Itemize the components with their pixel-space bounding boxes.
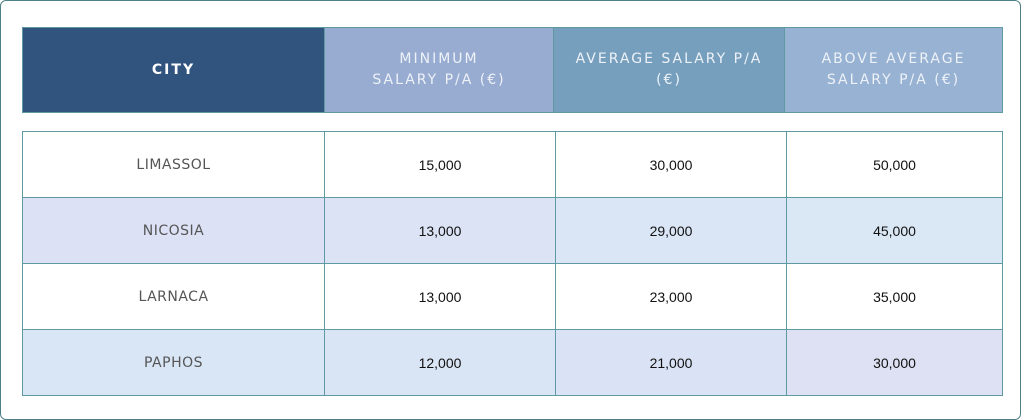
header-average-salary: AVERAGE SALARY P/A (€) — [553, 27, 785, 113]
city-cell: LIMASSOL — [22, 131, 325, 198]
header-above-average-salary: ABOVE AVERAGE SALARY P/A (€) — [784, 27, 1003, 113]
above-average-salary-cell: 45,000 — [786, 197, 1003, 264]
average-salary-cell: 29,000 — [555, 197, 787, 264]
table-row: NICOSIA 13,000 29,000 45,000 — [22, 197, 1003, 264]
minimum-salary-cell: 15,000 — [324, 131, 556, 198]
average-salary-cell: 21,000 — [555, 329, 787, 396]
above-average-salary-cell: 50,000 — [786, 131, 1003, 198]
minimum-salary-cell: 13,000 — [324, 263, 556, 330]
average-salary-cell: 23,000 — [555, 263, 787, 330]
minimum-salary-cell: 13,000 — [324, 197, 556, 264]
header-city: CITY — [22, 27, 325, 113]
city-cell: NICOSIA — [22, 197, 325, 264]
salary-table-body: LIMASSOL 15,000 30,000 50,000 NICOSIA 13… — [22, 131, 1003, 396]
average-salary-cell: 30,000 — [555, 131, 787, 198]
header-minimum-salary: MINIMUM SALARY P/A (€) — [324, 27, 554, 113]
salary-table-header: CITY MINIMUM SALARY P/A (€) AVERAGE SALA… — [22, 27, 1003, 113]
city-cell: LARNACA — [22, 263, 325, 330]
city-cell: PAPHOS — [22, 329, 325, 396]
above-average-salary-cell: 30,000 — [786, 329, 1003, 396]
table-row: LARNACA 13,000 23,000 35,000 — [22, 263, 1003, 330]
above-average-salary-cell: 35,000 — [786, 263, 1003, 330]
table-row: PAPHOS 12,000 21,000 30,000 — [22, 329, 1003, 396]
minimum-salary-cell: 12,000 — [324, 329, 556, 396]
table-row: LIMASSOL 15,000 30,000 50,000 — [22, 131, 1003, 198]
